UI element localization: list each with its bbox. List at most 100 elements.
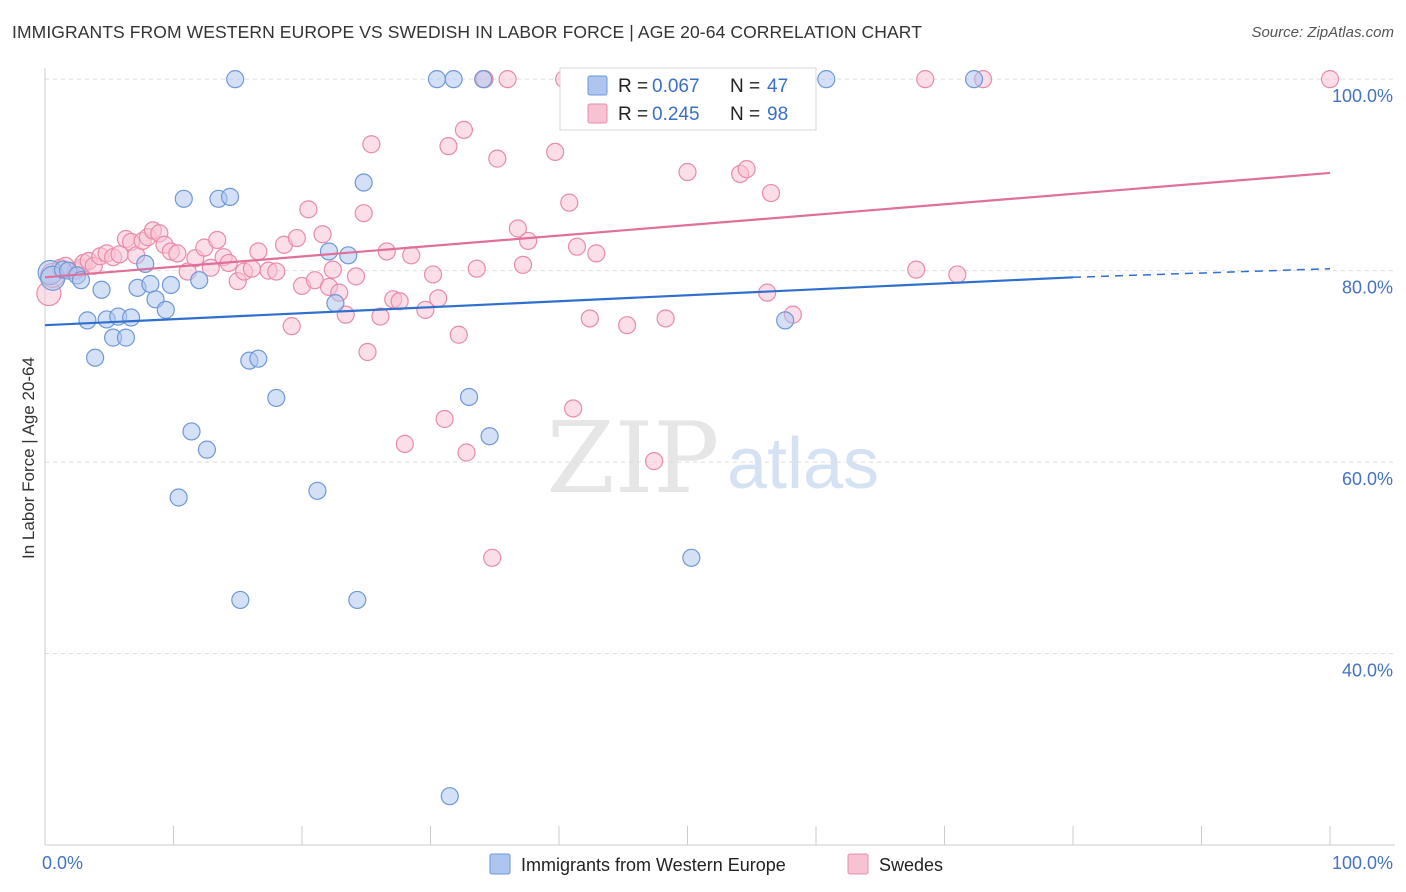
- swedes-point: [916, 70, 935, 89]
- immigrants-point: [427, 70, 447, 89]
- immigrants-point: [480, 427, 499, 446]
- swedes-point: [737, 160, 756, 179]
- immigrants-point: [161, 275, 181, 295]
- legend-r-value-pink: 0.245: [652, 104, 700, 125]
- x-tick-label-max: 100.0%: [1332, 853, 1393, 873]
- watermark-atlas: atlas: [727, 424, 879, 504]
- swedes-point: [435, 409, 454, 429]
- immigrants-points: [37, 70, 984, 806]
- y-axis-label: In Labor Force | Age 20-64: [19, 357, 38, 559]
- swedes-point: [371, 307, 390, 326]
- immigrants-point: [319, 242, 339, 261]
- swedes-point: [488, 149, 507, 168]
- legend-n-value-blue: 47: [767, 76, 788, 97]
- y-tick-label: 60.0%: [1342, 469, 1393, 489]
- swedes-point: [564, 399, 583, 418]
- y-tick-label: 100.0%: [1332, 86, 1393, 106]
- swedes-point: [519, 231, 538, 251]
- immigrants-point: [964, 70, 984, 89]
- immigrants-point: [249, 349, 268, 368]
- immigrants-point: [116, 328, 136, 347]
- series-legend-label-blue: Immigrants from Western Europe: [521, 855, 786, 875]
- immigrants-point: [444, 70, 463, 89]
- swedes-point: [907, 260, 926, 279]
- swedes-point: [467, 259, 486, 278]
- immigrants-point: [354, 173, 373, 192]
- swedes-point: [423, 265, 443, 284]
- swedes-point: [580, 309, 599, 328]
- swedes-point: [242, 259, 261, 278]
- immigrants-point: [682, 548, 701, 567]
- legend-swatch-blue: [587, 75, 608, 96]
- immigrants-point: [86, 348, 105, 367]
- immigrants-point: [182, 422, 201, 441]
- immigrants-point: [226, 70, 245, 89]
- swedes-point: [377, 242, 396, 261]
- series-legend-swatch-blue: [489, 853, 511, 875]
- swedes-point: [618, 316, 637, 335]
- blue-trend-line: [44, 276, 1074, 327]
- swedes-point: [358, 342, 377, 362]
- swedes-point: [567, 237, 587, 256]
- swedes-point: [429, 289, 448, 308]
- swedes-point: [498, 70, 517, 89]
- swedes-point: [362, 135, 381, 154]
- axis-layer: 40.0% 60.0% 80.0% 100.0% 0.0% 100.0%: [42, 68, 1395, 873]
- immigrants-point: [92, 280, 111, 299]
- swedes-point: [560, 193, 579, 212]
- swedes-point: [416, 300, 435, 319]
- immigrants-point: [174, 189, 193, 208]
- swedes-point: [313, 225, 332, 244]
- legend-n-label-blue: N =: [730, 76, 760, 97]
- immigrants-point: [71, 271, 91, 290]
- immigrants-point: [141, 274, 160, 294]
- x-tick-label-min: 0.0%: [42, 853, 83, 873]
- series-legend: Immigrants from Western Europe Swedes: [489, 853, 943, 875]
- swedes-point: [346, 267, 366, 286]
- legend-n-label-pink: N =: [730, 104, 760, 125]
- blue-trend-extension: [1072, 267, 1331, 279]
- immigrants-point: [231, 590, 250, 610]
- swedes-point: [402, 246, 421, 265]
- immigrants-point: [308, 481, 327, 500]
- swedes-point: [508, 219, 527, 238]
- legend-r-label-blue: R =: [618, 76, 648, 97]
- immigrants-point: [459, 387, 479, 407]
- swedes-point: [267, 262, 286, 281]
- immigrants-point: [440, 787, 459, 806]
- immigrants-point: [474, 70, 493, 89]
- swedes-point: [208, 230, 227, 250]
- swedes-point: [457, 443, 476, 462]
- swedes-point: [299, 200, 318, 219]
- y-tick-label: 40.0%: [1342, 661, 1393, 681]
- swedes-point: [513, 255, 533, 274]
- immigrants-point: [121, 308, 141, 327]
- immigrants-point: [776, 311, 795, 330]
- correlation-legend: R = 0.067 N = 47 R = 0.245 N = 98: [559, 67, 817, 131]
- immigrants-point: [267, 388, 286, 408]
- watermark-zip: ZIP: [547, 402, 720, 516]
- swedes-point: [287, 228, 306, 248]
- swedes-point: [449, 325, 468, 344]
- swedes-point: [249, 242, 268, 261]
- swedes-point: [354, 204, 373, 223]
- y-tick-label: 80.0%: [1342, 278, 1393, 298]
- immigrants-point: [190, 271, 209, 290]
- immigrants-point: [78, 311, 97, 330]
- legend-swatch-pink: [587, 103, 608, 124]
- swedes-point: [395, 434, 414, 453]
- source-label: Source: ZipAtlas.com: [1251, 24, 1394, 41]
- immigrants-point: [348, 590, 367, 610]
- swedes-point: [546, 142, 565, 162]
- immigrants-point: [339, 246, 358, 265]
- series-legend-swatch-pink: [847, 853, 869, 875]
- immigrants-point: [156, 300, 175, 319]
- trend-lines: [44, 171, 1331, 327]
- swedes-point: [656, 309, 675, 328]
- legend-r-label-pink: R =: [618, 104, 648, 125]
- immigrants-point: [169, 488, 188, 507]
- series-legend-label-pink: Swedes: [879, 855, 943, 875]
- swedes-point: [282, 317, 301, 336]
- chart-title: IMMIGRANTS FROM WESTERN EUROPE VS SWEDIS…: [12, 22, 922, 42]
